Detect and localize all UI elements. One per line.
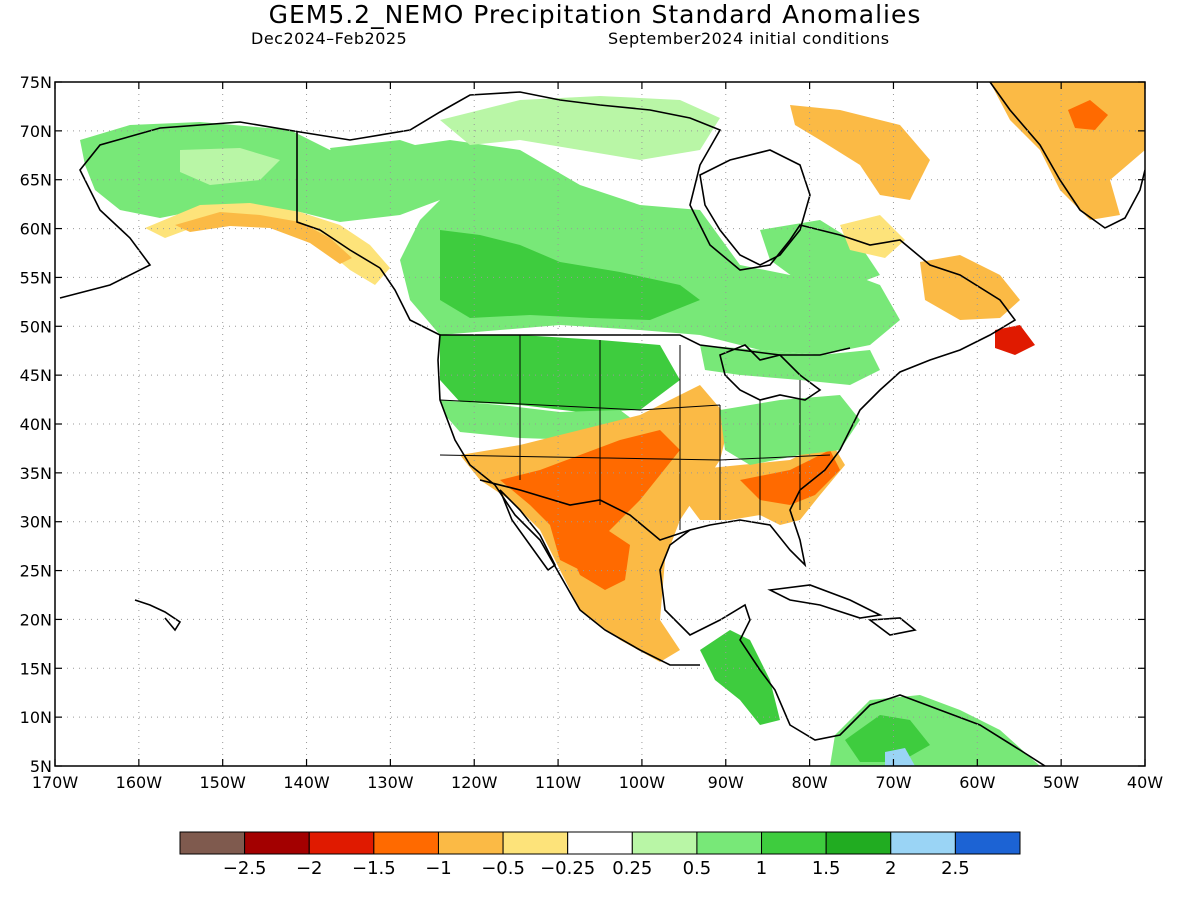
colorbar-swatch bbox=[696, 831, 763, 855]
region-ohio-valley-green bbox=[720, 395, 860, 465]
lat-label: 45N bbox=[20, 366, 52, 385]
coastline-north-america bbox=[59, 91, 1046, 766]
colorbar-label: 2 bbox=[885, 858, 896, 879]
colorbar-label: 2.5 bbox=[941, 858, 970, 879]
region-labrador-green bbox=[760, 220, 880, 290]
lat-label: 30N bbox=[20, 513, 52, 532]
coastline-hawaii bbox=[134, 599, 182, 632]
lon-label: 90W bbox=[708, 773, 744, 792]
region-southeast-orange bbox=[740, 450, 840, 505]
lat-label: 40N bbox=[20, 415, 52, 434]
state-borders bbox=[439, 335, 831, 530]
region-us-northwest-green bbox=[440, 335, 680, 412]
colorbar-label: −2 bbox=[296, 858, 323, 879]
coastline-pacific-west bbox=[379, 267, 700, 666]
colorbar-swatch bbox=[179, 831, 246, 855]
colorbar-swatch bbox=[631, 831, 698, 855]
coastline-cuba bbox=[767, 584, 883, 619]
region-alaska-south-orange bbox=[175, 212, 352, 264]
lat-label: 55N bbox=[20, 268, 52, 287]
lon-label: 40W bbox=[1127, 773, 1163, 792]
colorbar-label: −0.25 bbox=[540, 858, 595, 879]
lon-axis: 170W 160W 150W 140W 130W 120W 110W 100W 90W 80W 70… bbox=[32, 82, 1163, 792]
region-canada-arctic-light bbox=[440, 96, 720, 160]
graticule bbox=[55, 82, 1145, 766]
lat-label: 35N bbox=[20, 464, 52, 483]
lon-label: 130W bbox=[367, 773, 414, 792]
lat-label: 20N bbox=[20, 610, 52, 629]
forecast-period: Dec2024–Feb2025 bbox=[251, 29, 408, 48]
map-title: GEM5.2_NEMO Precipitation Standard Anoma… bbox=[268, 0, 922, 29]
border-alaska-canada bbox=[296, 132, 381, 269]
lon-label: 120W bbox=[451, 773, 498, 792]
colorbar: −2.5 −2 −1.5 −1 −0.5 −0.25 0.25 0.5 1 1.5 2 2.5 bbox=[179, 831, 1021, 879]
lon-label: 70W bbox=[875, 773, 911, 792]
lat-label: 65N bbox=[20, 171, 52, 190]
region-greenland-red bbox=[1068, 100, 1108, 130]
region-alaska-light bbox=[180, 148, 280, 185]
lat-label: 25N bbox=[20, 562, 52, 581]
colorbar-swatch bbox=[954, 831, 1021, 855]
colorbar-label: −2.5 bbox=[223, 858, 267, 879]
lon-label: 110W bbox=[535, 773, 582, 792]
lat-label: 10N bbox=[20, 708, 52, 727]
lon-label: 60W bbox=[959, 773, 995, 792]
lon-label: 100W bbox=[619, 773, 666, 792]
coastline-great-lakes bbox=[719, 344, 822, 401]
region-newfoundland-orange bbox=[920, 255, 1020, 320]
region-newfoundland-red bbox=[995, 325, 1035, 355]
region-venezuela-blue bbox=[885, 748, 915, 766]
lon-label: 150W bbox=[200, 773, 247, 792]
region-baffin-orange bbox=[790, 105, 930, 200]
colorbar-label: 1 bbox=[756, 858, 767, 879]
lon-label: 140W bbox=[283, 773, 330, 792]
region-south-america-dark bbox=[845, 715, 930, 762]
colorbar-label: 0.5 bbox=[683, 858, 712, 879]
colorbar-swatch bbox=[437, 831, 504, 855]
coastline-hispaniola bbox=[867, 617, 917, 636]
lat-label: 70N bbox=[20, 122, 52, 141]
region-canada-arctic-green bbox=[330, 140, 460, 175]
coastline-hudson-bay bbox=[699, 149, 811, 266]
region-mexico-orange bbox=[565, 525, 630, 590]
lon-label: 170W bbox=[32, 773, 79, 792]
colorbar-swatch bbox=[761, 831, 827, 855]
lat-label: 75N bbox=[20, 73, 52, 92]
colorbar-swatch bbox=[567, 831, 633, 855]
region-canada-dark bbox=[440, 230, 700, 320]
colorbar-swatch bbox=[502, 831, 569, 855]
lat-label: 5N bbox=[30, 757, 52, 776]
colorbar-swatch bbox=[890, 831, 956, 855]
lat-axis: 75N 70N 65N 60N 55N 50N 45N 40N 35N 30N 25N 20N 15N 1… bbox=[20, 73, 1145, 776]
region-quebec-yellow bbox=[840, 215, 905, 258]
coastlines bbox=[59, 82, 1145, 766]
lat-label: 15N bbox=[20, 659, 52, 678]
initial-conditions: September2024 initial conditions bbox=[608, 29, 890, 48]
colorbar-label: −0.5 bbox=[481, 858, 525, 879]
region-central-america-green bbox=[700, 630, 780, 725]
colorbar-label: −1.5 bbox=[352, 858, 396, 879]
lat-label: 50N bbox=[20, 317, 52, 336]
colorbar-swatch bbox=[825, 831, 892, 855]
region-greenland-orange bbox=[990, 82, 1145, 220]
lat-label: 60N bbox=[20, 220, 52, 239]
coastline-greenland bbox=[989, 82, 1145, 229]
coastline-baja bbox=[499, 489, 557, 572]
border-canada-us bbox=[440, 334, 851, 356]
colorbar-swatch bbox=[308, 831, 375, 855]
colorbar-label: −1 bbox=[425, 858, 452, 879]
colorbar-swatch bbox=[244, 831, 310, 855]
colorbar-label: 0.25 bbox=[612, 858, 652, 879]
colorbar-swatch bbox=[373, 831, 439, 855]
lon-label: 50W bbox=[1043, 773, 1079, 792]
colorbar-label: 1.5 bbox=[812, 858, 841, 879]
lon-label: 80W bbox=[792, 773, 828, 792]
region-southwest-orange bbox=[500, 430, 680, 570]
lon-label: 160W bbox=[116, 773, 163, 792]
